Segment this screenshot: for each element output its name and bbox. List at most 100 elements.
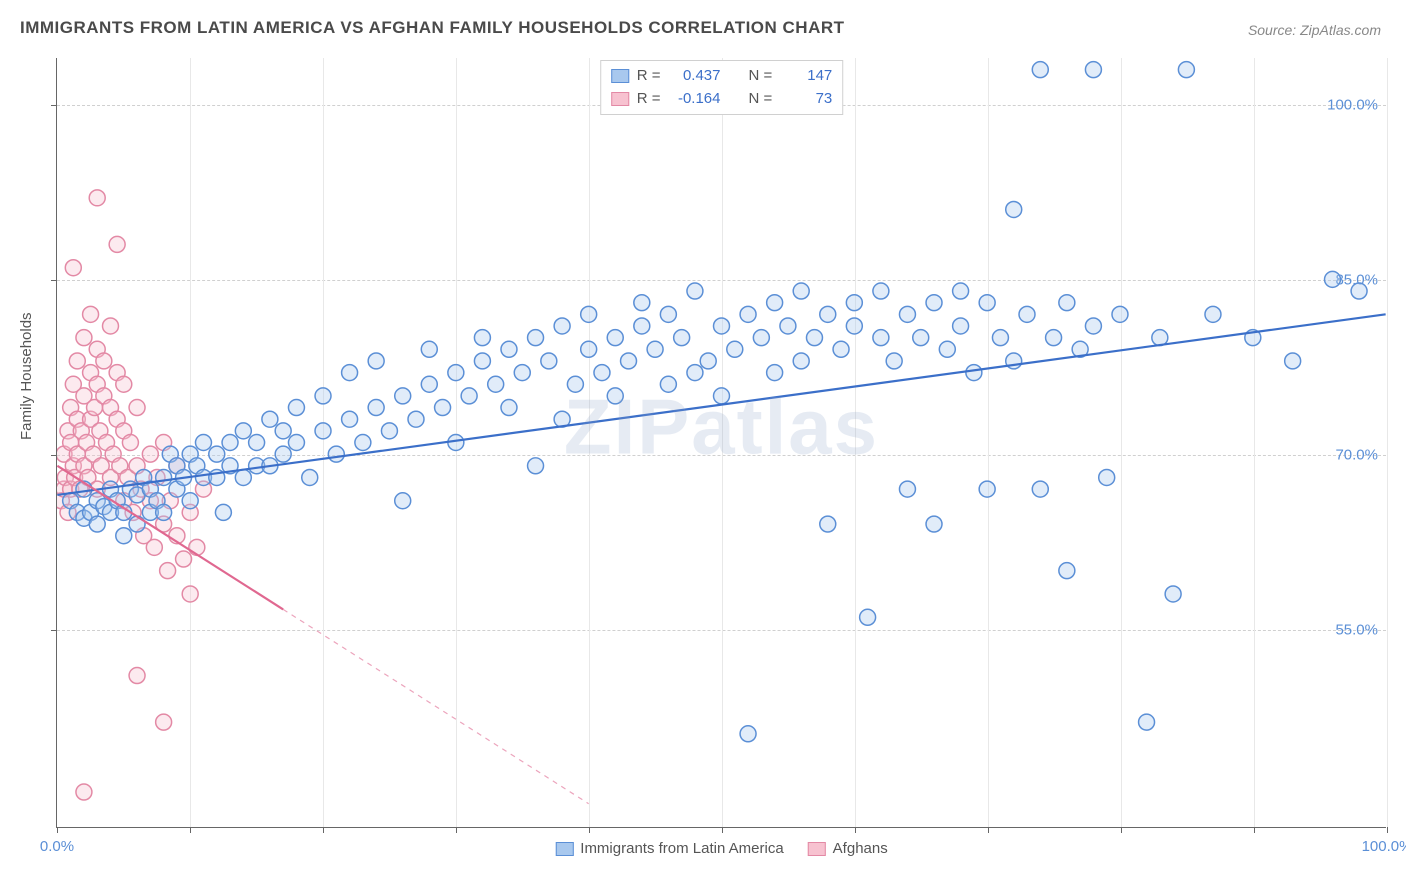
- scatter-point: [302, 469, 318, 485]
- scatter-point: [1085, 62, 1101, 78]
- scatter-point: [421, 376, 437, 392]
- scatter-point: [714, 318, 730, 334]
- scatter-point: [793, 283, 809, 299]
- scatter-point: [474, 353, 490, 369]
- n-value-blue: 147: [780, 65, 832, 88]
- scatter-point: [767, 365, 783, 381]
- scatter-point: [660, 376, 676, 392]
- scatter-point: [953, 318, 969, 334]
- scatter-point: [315, 388, 331, 404]
- scatter-point: [939, 341, 955, 357]
- scatter-point: [714, 388, 730, 404]
- scatter-point: [182, 586, 198, 602]
- scatter-point: [315, 423, 331, 439]
- scatter-point: [1285, 353, 1301, 369]
- scatter-point: [109, 236, 125, 252]
- legend-row-pink: R = -0.164 N = 73: [611, 88, 833, 111]
- scatter-point: [189, 539, 205, 555]
- scatter-point: [1032, 62, 1048, 78]
- scatter-point: [567, 376, 583, 392]
- scatter-point: [474, 330, 490, 346]
- scatter-point: [461, 388, 477, 404]
- scatter-point: [288, 400, 304, 416]
- scatter-point: [581, 306, 597, 322]
- scatter-point: [1178, 62, 1194, 78]
- scatter-point: [780, 318, 796, 334]
- legend-item-pink: Afghans: [808, 840, 888, 857]
- scatter-point: [129, 516, 145, 532]
- scatter-point: [116, 376, 132, 392]
- scatter-point: [767, 295, 783, 311]
- scatter-point: [342, 411, 358, 427]
- scatter-point: [886, 353, 902, 369]
- scatter-point: [156, 469, 172, 485]
- scatter-point: [275, 423, 291, 439]
- scatter-point: [687, 365, 703, 381]
- scatter-point: [820, 516, 836, 532]
- scatter-point: [634, 318, 650, 334]
- n-label: N =: [749, 88, 773, 111]
- scatter-point: [435, 400, 451, 416]
- scatter-point: [249, 435, 265, 451]
- scatter-point: [395, 388, 411, 404]
- scatter-point: [1006, 201, 1022, 217]
- scatter-point: [674, 330, 690, 346]
- scatter-point: [1032, 481, 1048, 497]
- scatter-point: [368, 353, 384, 369]
- legend-row-blue: R = 0.437 N = 147: [611, 65, 833, 88]
- scatter-point: [1112, 306, 1128, 322]
- scatter-svg: [57, 58, 1386, 827]
- scatter-point: [76, 784, 92, 800]
- legend-label-blue: Immigrants from Latin America: [580, 840, 783, 857]
- scatter-point: [103, 318, 119, 334]
- scatter-point: [129, 400, 145, 416]
- swatch-pink-icon: [808, 842, 826, 856]
- scatter-point: [182, 493, 198, 509]
- scatter-point: [408, 411, 424, 427]
- scatter-point: [421, 341, 437, 357]
- n-value-pink: 73: [780, 88, 832, 111]
- scatter-point: [913, 330, 929, 346]
- scatter-point: [83, 306, 99, 322]
- scatter-point: [979, 295, 995, 311]
- scatter-point: [1351, 283, 1367, 299]
- scatter-point: [69, 353, 85, 369]
- scatter-point: [899, 306, 915, 322]
- scatter-point: [528, 458, 544, 474]
- scatter-point: [89, 516, 105, 532]
- r-label: R =: [637, 88, 661, 111]
- legend-correlation: R = 0.437 N = 147 R = -0.164 N = 73: [600, 60, 844, 115]
- scatter-point: [1019, 306, 1035, 322]
- n-label: N =: [749, 65, 773, 88]
- swatch-blue: [611, 69, 629, 83]
- scatter-point: [687, 283, 703, 299]
- scatter-point: [355, 435, 371, 451]
- scatter-point: [953, 283, 969, 299]
- r-value-blue: 0.437: [669, 65, 721, 88]
- scatter-point: [368, 400, 384, 416]
- scatter-point: [501, 400, 517, 416]
- scatter-point: [846, 318, 862, 334]
- scatter-point: [514, 365, 530, 381]
- scatter-point: [873, 283, 889, 299]
- scatter-point: [156, 504, 172, 520]
- scatter-point: [381, 423, 397, 439]
- scatter-point: [860, 609, 876, 625]
- scatter-point: [288, 435, 304, 451]
- scatter-point: [488, 376, 504, 392]
- scatter-point: [581, 341, 597, 357]
- scatter-point: [235, 423, 251, 439]
- scatter-point: [160, 563, 176, 579]
- scatter-point: [209, 446, 225, 462]
- scatter-point: [176, 551, 192, 567]
- scatter-point: [541, 353, 557, 369]
- r-value-pink: -0.164: [669, 88, 721, 111]
- scatter-point: [122, 435, 138, 451]
- scatter-point: [926, 295, 942, 311]
- scatter-point: [235, 469, 251, 485]
- scatter-point: [65, 260, 81, 276]
- scatter-point: [528, 330, 544, 346]
- scatter-point: [96, 353, 112, 369]
- scatter-point: [740, 306, 756, 322]
- scatter-point: [700, 353, 716, 369]
